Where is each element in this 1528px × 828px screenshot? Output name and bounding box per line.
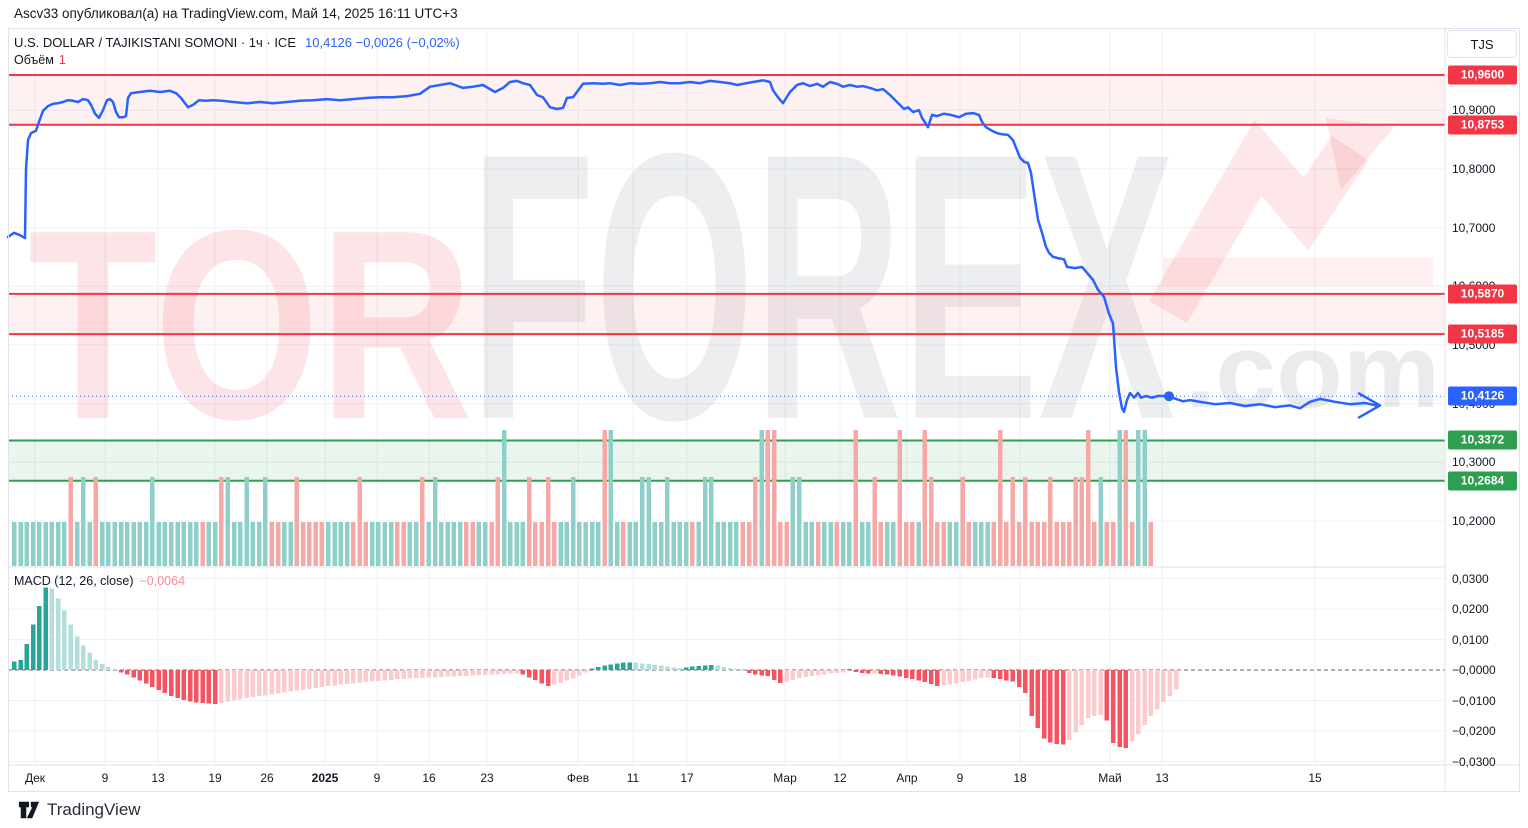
watermark-tor: TOR (28, 175, 473, 476)
price-axis-label: 10,3000 (1452, 455, 1496, 470)
macd-axis-label: −0,0100 (1452, 693, 1496, 708)
price-level-badge: 10,4126 (1448, 386, 1517, 406)
macd-axis-label: 0,0300 (1452, 571, 1489, 586)
time-axis-label: 12 (833, 771, 847, 785)
price-level-badge: 10,5185 (1448, 324, 1517, 344)
attribution: Ascv33 опубликовал(а) на TradingView.com… (14, 6, 458, 21)
tradingview-logo-text: TradingView (47, 800, 141, 819)
volume-label[interactable]: Объём (14, 53, 54, 67)
time-axis-label: 9 (101, 771, 109, 785)
time-axis-label: 26 (260, 771, 274, 785)
price-level-badge: 10,3372 (1448, 430, 1517, 450)
tradingview-logo[interactable]: TradingView (18, 799, 141, 821)
time-axis-label: 17 (680, 771, 694, 785)
price-level-badge: 10,9600 (1448, 65, 1517, 85)
time-axis-label: Апр (896, 771, 918, 785)
price-level-badge: 10,2684 (1448, 471, 1517, 491)
time-axis-label: Мар (773, 771, 797, 785)
price-axis-label: 10,8000 (1452, 161, 1496, 176)
time-axis-label: 13 (1155, 771, 1169, 785)
volume-legend: Объём 1 (14, 53, 66, 67)
macd-label[interactable]: MACD (12, 26, close) (14, 574, 134, 588)
watermark-forex: FOREX (470, 74, 1176, 499)
macd-axis-label: 0,0200 (1452, 602, 1489, 616)
projection-arrow-icon (1357, 392, 1382, 419)
price-level-badge: 10,8753 (1448, 115, 1517, 135)
symbol-header: U.S. DOLLAR / TAJIKISTANI SOMONI · 1ч · … (14, 35, 460, 50)
time-axis-label: 16 (422, 771, 436, 785)
macd-value: −0,0064 (139, 574, 186, 588)
volume-value: 1 (58, 53, 66, 67)
macd-axis-label: 0,0100 (1452, 632, 1489, 647)
macd-legend: MACD (12, 26, close) −0,0064 (14, 574, 185, 588)
tradingview-logo-icon (18, 801, 40, 819)
macd-axis-label: −0,0200 (1452, 724, 1496, 738)
time-axis-label: 13 (151, 771, 165, 785)
time-axis-label: 9 (956, 771, 964, 785)
macd-axis-label: −0,0300 (1452, 754, 1496, 769)
time-axis-label: Дек (24, 771, 46, 785)
time-axis-label: Май (1098, 771, 1122, 785)
time-axis-label: 15 (1308, 771, 1322, 785)
price-axis-label: 10,2000 (1452, 513, 1496, 528)
macd-axis-label: −0,0000 (1452, 663, 1496, 677)
time-axis-label: 19 (208, 771, 222, 785)
time-axis-label: 2025 (311, 771, 339, 785)
time-axis-label: 9 (373, 771, 381, 785)
symbol-title[interactable]: U.S. DOLLAR / TAJIKISTANI SOMONI · 1ч · … (14, 35, 296, 50)
price-axis-label: 10,7000 (1452, 220, 1496, 235)
price-level-badge: 10,5870 (1448, 284, 1517, 304)
watermark-com: .com (1185, 313, 1440, 430)
last-quote: 10,4126 −0,0026 (−0,02%) (305, 35, 460, 50)
price-axis-label: 10,9000 (1452, 103, 1496, 118)
time-axis-label: Фев (566, 771, 590, 785)
price-line (6, 79, 1378, 414)
time-axis-label: 23 (480, 771, 494, 785)
currency-button[interactable]: TJS (1447, 30, 1517, 58)
last-price-dot (1164, 391, 1174, 402)
time-axis-label: 18 (1013, 771, 1027, 785)
time-axis-label: 11 (626, 771, 640, 785)
